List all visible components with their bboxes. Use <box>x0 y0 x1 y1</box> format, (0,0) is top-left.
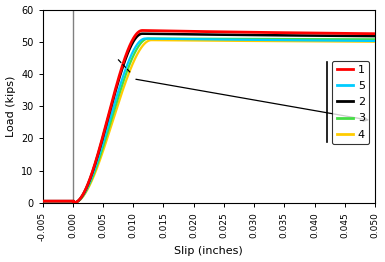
X-axis label: Slip (inches): Slip (inches) <box>174 247 243 256</box>
Y-axis label: Load (kips): Load (kips) <box>5 75 15 137</box>
Legend: 1, 5, 2, 3, 4: 1, 5, 2, 3, 4 <box>332 61 369 144</box>
